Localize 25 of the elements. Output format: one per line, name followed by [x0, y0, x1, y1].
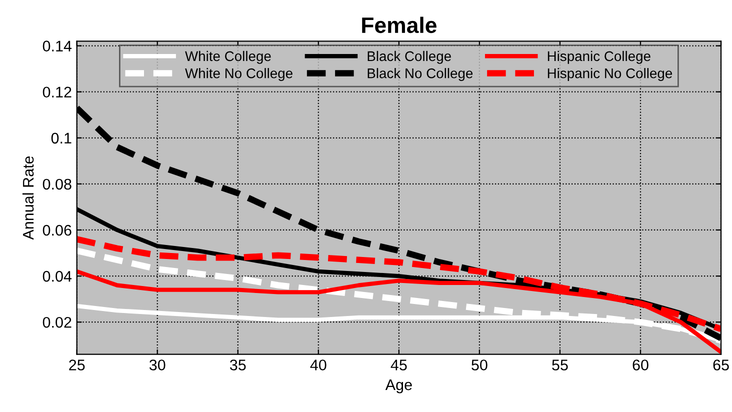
y-axis-title: Annual Rate [22, 156, 34, 240]
x-tick-label: 30 [149, 360, 166, 370]
x-tick-label: 40 [310, 360, 326, 370]
x-tick-label: 60 [632, 360, 648, 370]
y-tick-label: 0.08 [42, 178, 72, 190]
x-tick-label: 65 [713, 360, 729, 370]
x-tick-label: 25 [69, 360, 85, 370]
y-tick-label: 0.1 [51, 132, 72, 144]
y-tick-label: 0.14 [42, 40, 72, 52]
y-tick-label: 0.06 [42, 224, 72, 236]
legend-label: Black No College [368, 68, 473, 81]
legend-label: White College [185, 50, 271, 64]
chart-title: Female [362, 16, 436, 34]
legend-label: White No College [185, 68, 292, 81]
x-tick-label: 45 [390, 360, 407, 370]
legend-label: Black College [368, 50, 451, 64]
y-tick-label: 0.02 [42, 316, 72, 328]
y-tick-label: 0.04 [42, 270, 72, 282]
x-axis-title: Age [385, 380, 412, 394]
legend-label: Hispanic No College [548, 68, 672, 81]
x-tick-label: 35 [230, 360, 246, 370]
x-tick-label: 50 [472, 360, 488, 370]
legend-label: Hispanic College [548, 50, 650, 64]
y-tick-label: 0.12 [42, 86, 72, 98]
x-tick-label: 55 [552, 360, 568, 370]
